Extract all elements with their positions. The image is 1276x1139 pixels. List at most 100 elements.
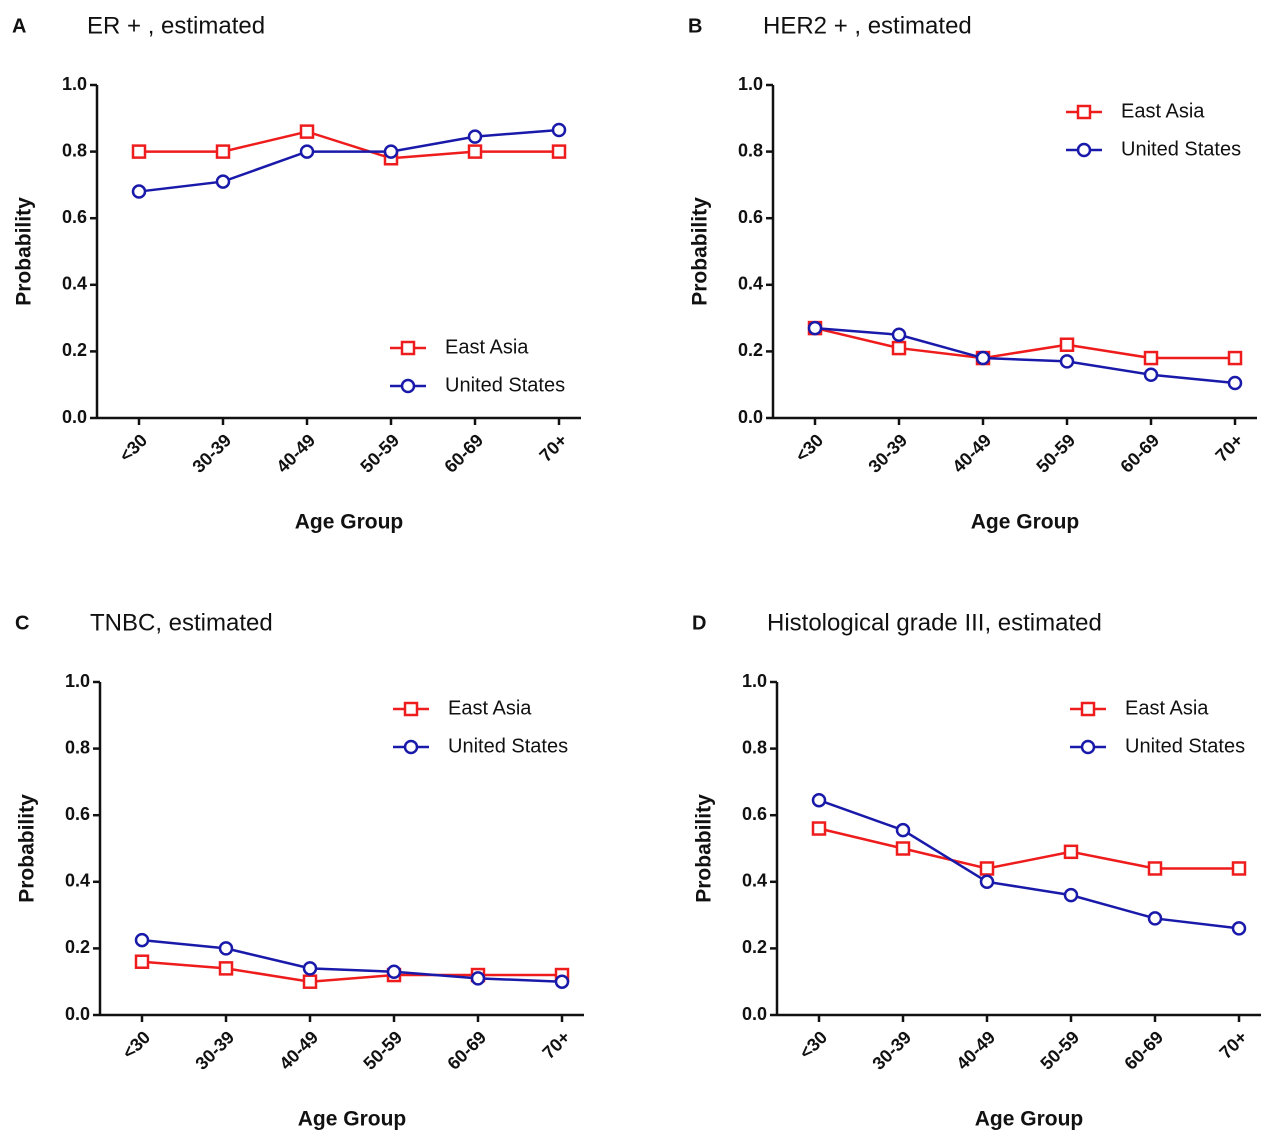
marker <box>895 841 911 856</box>
marker <box>218 941 234 956</box>
series-line <box>814 326 1235 360</box>
panel: C TNBC, estimated 0.0 0.2 0.4 0.6 0.8 1.0 <30 30-… <box>15 609 584 1131</box>
x-tick-label: 60-69 <box>1120 1027 1167 1074</box>
x-tick-label: 30-39 <box>191 1027 238 1074</box>
x-tick-label: 50-59 <box>1036 1027 1083 1074</box>
x-tick-label: 30-39 <box>868 1027 915 1074</box>
marker <box>1147 861 1163 876</box>
x-axis-label: Age Group <box>971 511 1080 534</box>
marker <box>551 122 567 138</box>
y-tick-label: 1.0 <box>742 671 767 691</box>
marker <box>1147 911 1163 926</box>
marker <box>302 974 318 989</box>
marker <box>400 378 416 394</box>
marker <box>131 144 147 159</box>
x-tick-label: <30 <box>115 430 151 466</box>
legend-label: United States <box>448 735 568 757</box>
legend-label: United States <box>1121 138 1241 160</box>
x-tick-label: 60-69 <box>440 430 487 477</box>
marker <box>131 184 147 199</box>
marker <box>467 144 483 159</box>
marker <box>467 129 483 144</box>
marker <box>807 320 823 336</box>
y-tick-label: 1.0 <box>65 671 90 691</box>
x-axis-label: Age Group <box>298 1108 407 1131</box>
x-tick-label: 60-69 <box>1116 430 1163 477</box>
y-tick-label: 0.6 <box>65 804 90 824</box>
y-tick-label: 0.4 <box>742 871 767 891</box>
marker <box>1143 367 1159 382</box>
x-tick-label: 50-59 <box>359 1027 406 1074</box>
legend-label: East Asia <box>1121 100 1205 122</box>
y-tick-label: 1.0 <box>62 74 87 94</box>
x-tick-label: 60-69 <box>443 1027 490 1074</box>
marker <box>1080 739 1096 755</box>
x-tick-label: 40-49 <box>275 1027 322 1074</box>
series-line <box>818 827 1239 870</box>
legend-label: United States <box>445 374 565 396</box>
legend-label: East Asia <box>1125 697 1209 719</box>
marker <box>979 861 995 876</box>
y-tick-label: 0.2 <box>62 340 87 360</box>
marker <box>299 124 315 139</box>
x-tick-label: 40-49 <box>952 1027 999 1074</box>
marker <box>554 974 570 989</box>
marker <box>403 701 419 717</box>
marker <box>1231 861 1247 876</box>
y-axis-label: Probability <box>689 197 712 306</box>
marker <box>1076 142 1092 158</box>
x-tick-label: 40-49 <box>948 430 995 477</box>
y-axis-label: Probability <box>13 197 36 306</box>
y-tick-label: 0.2 <box>738 340 763 360</box>
panel-letter: C <box>15 612 29 634</box>
series-line <box>814 326 1236 385</box>
x-axis-label: Age Group <box>295 511 404 534</box>
marker <box>1231 921 1247 936</box>
panel-letter: B <box>688 15 702 37</box>
marker <box>400 340 416 356</box>
marker <box>1227 350 1243 366</box>
marker <box>1063 887 1079 903</box>
marker <box>403 739 419 755</box>
marker <box>215 144 231 159</box>
x-tick-label: <30 <box>791 430 827 466</box>
marker <box>470 971 486 986</box>
marker <box>1227 375 1243 391</box>
y-tick-label: 0.8 <box>738 140 763 160</box>
y-tick-label: 0.2 <box>742 937 767 957</box>
series-line <box>138 128 560 193</box>
marker <box>383 144 399 159</box>
marker <box>302 961 318 976</box>
marker <box>134 932 150 948</box>
y-tick-label: 0.6 <box>738 207 763 227</box>
marker <box>975 350 991 366</box>
series-line <box>139 130 559 160</box>
marker <box>811 821 827 836</box>
y-tick-label: 0.6 <box>62 207 87 227</box>
marker <box>891 327 907 342</box>
marker <box>1143 350 1159 366</box>
x-tick-label: 50-59 <box>1032 430 1079 477</box>
marker <box>891 340 907 356</box>
y-tick-label: 0.4 <box>62 274 87 294</box>
x-tick-label: <30 <box>795 1027 831 1063</box>
series-line <box>141 960 562 983</box>
y-tick-label: 0.8 <box>65 737 90 757</box>
marker <box>218 961 234 976</box>
marker <box>811 792 827 808</box>
y-tick-label: 0.6 <box>742 804 767 824</box>
chart-title: TNBC, estimated <box>90 609 273 636</box>
y-tick-label: 0.4 <box>65 871 90 891</box>
chart-title: Histological grade III, estimated <box>767 609 1102 636</box>
legend-label: East Asia <box>448 697 532 719</box>
marker <box>134 954 150 969</box>
panel: D Histological grade III, estimated 0.0 0.2… <box>692 609 1261 1131</box>
marker <box>979 874 995 890</box>
panel: B HER2 + , estimated 0.0 0.2 0.4 0.6 0.8 1.0 <30… <box>688 12 1257 534</box>
y-axis-label: Probability <box>693 794 716 903</box>
legend-label: East Asia <box>445 336 529 358</box>
x-tick-label: <30 <box>118 1027 154 1063</box>
y-tick-label: 0.8 <box>742 737 767 757</box>
series-line <box>818 799 1240 930</box>
